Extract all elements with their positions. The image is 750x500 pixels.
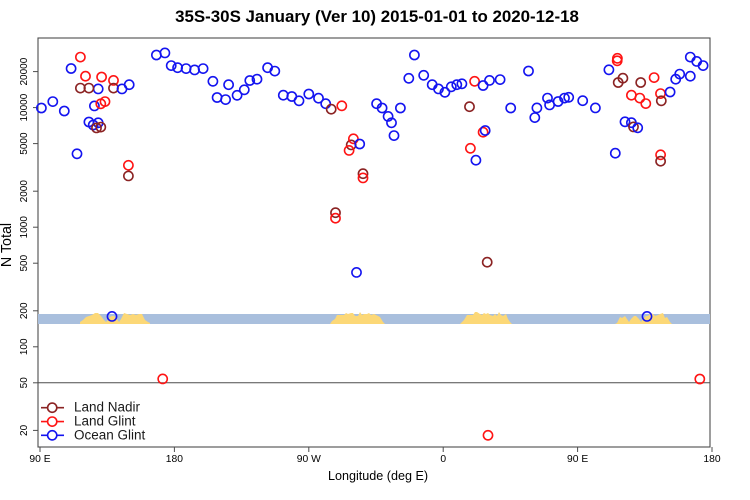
svg-text:1000: 1000 [19,216,30,239]
svg-text:500: 500 [19,254,30,271]
svg-text:35S-30S January (Ver 10) 201: 35S-30S January (Ver 10) 2015-01-01 to 2… [175,7,579,26]
svg-text:180: 180 [166,454,183,465]
svg-text:20000: 20000 [19,57,30,85]
svg-text:Longitude (deg E): Longitude (deg E) [328,469,428,483]
svg-text:0: 0 [440,454,446,465]
svg-text:100: 100 [19,338,30,355]
svg-text:180: 180 [703,454,720,465]
svg-text:N Total: N Total [0,223,15,267]
svg-text:90 E: 90 E [29,454,50,465]
svg-text:200: 200 [19,302,30,319]
svg-text:50: 50 [19,377,30,389]
svg-text:5000: 5000 [19,132,30,155]
svg-text:Ocean Glint: Ocean Glint [74,427,146,442]
svg-text:90 W: 90 W [297,454,321,465]
svg-text:2000: 2000 [19,180,30,203]
svg-text:20: 20 [19,424,30,436]
svg-text:Land Nadir: Land Nadir [74,400,141,415]
svg-text:90 E: 90 E [567,454,588,465]
svg-text:10000: 10000 [19,93,30,121]
